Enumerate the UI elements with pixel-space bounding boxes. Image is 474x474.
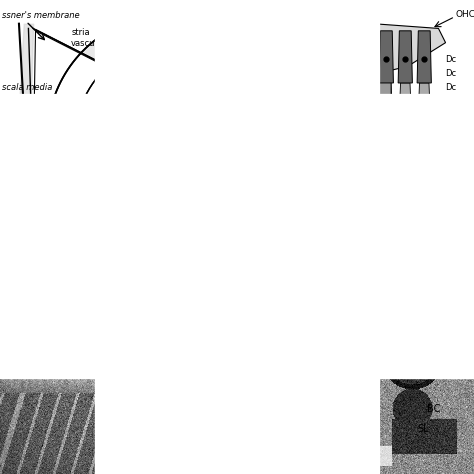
Text: scala media: scala media [2,83,53,92]
Polygon shape [303,78,327,114]
Text: ssner's membrane: ssner's membrane [2,11,80,20]
Polygon shape [242,114,294,133]
Circle shape [82,63,92,73]
Circle shape [58,149,68,160]
Text: SL: SL [417,424,428,434]
Text: 10μm: 10μm [307,460,335,470]
Text: an: an [242,129,254,139]
Polygon shape [370,76,391,114]
Text: MC: MC [432,240,447,250]
Polygon shape [351,71,370,114]
Polygon shape [380,83,392,114]
Circle shape [185,25,196,36]
Polygon shape [28,123,90,190]
Polygon shape [418,83,430,114]
Text: spiral
ligament: spiral ligament [213,78,232,112]
Polygon shape [399,83,411,114]
Circle shape [228,43,238,53]
Polygon shape [33,130,95,185]
Ellipse shape [239,92,263,116]
Text: OHC: OHC [100,319,124,329]
Circle shape [69,82,79,92]
Circle shape [139,27,150,37]
Circle shape [98,46,109,57]
Polygon shape [249,19,446,83]
Polygon shape [47,154,71,173]
Text: stria
vascularis: stria vascularis [71,28,113,47]
Text: Dc: Dc [446,69,456,78]
Text: IC: IC [422,354,432,364]
Text: Dc: Dc [100,444,114,454]
Text: BC: BC [427,404,440,414]
Text: C: C [3,240,13,254]
Text: D: D [240,240,252,254]
Circle shape [60,103,71,114]
Polygon shape [415,114,469,147]
Circle shape [56,126,67,137]
Circle shape [118,34,128,45]
Polygon shape [47,14,265,193]
Text: BM: BM [455,140,470,150]
Text: Dc: Dc [446,55,456,64]
Circle shape [208,32,218,42]
Text: Dc: Dc [446,83,456,92]
Text: ip: ip [330,140,338,150]
Text: op: op [371,140,383,150]
Ellipse shape [239,64,263,88]
Polygon shape [379,31,393,83]
Text: B: B [246,7,258,22]
Polygon shape [327,78,367,109]
Polygon shape [110,43,237,81]
Circle shape [163,23,173,34]
Bar [282,446,392,466]
Ellipse shape [271,115,307,132]
Text: organ of Corti: organ of Corti [14,121,85,130]
Polygon shape [417,31,431,83]
Polygon shape [36,118,95,159]
Polygon shape [33,31,171,161]
Text: 10μm: 10μm [307,460,335,470]
Polygon shape [301,90,327,114]
Polygon shape [327,71,351,114]
Text: cap: cap [315,314,335,324]
Polygon shape [398,31,412,83]
Text: IHC: IHC [261,71,278,81]
Text: TM: TM [4,254,20,264]
Text: IHC: IHC [100,278,119,288]
Text: TM: TM [296,42,317,55]
Text: OHC: OHC [100,365,109,383]
Text: OHC: OHC [455,10,474,18]
